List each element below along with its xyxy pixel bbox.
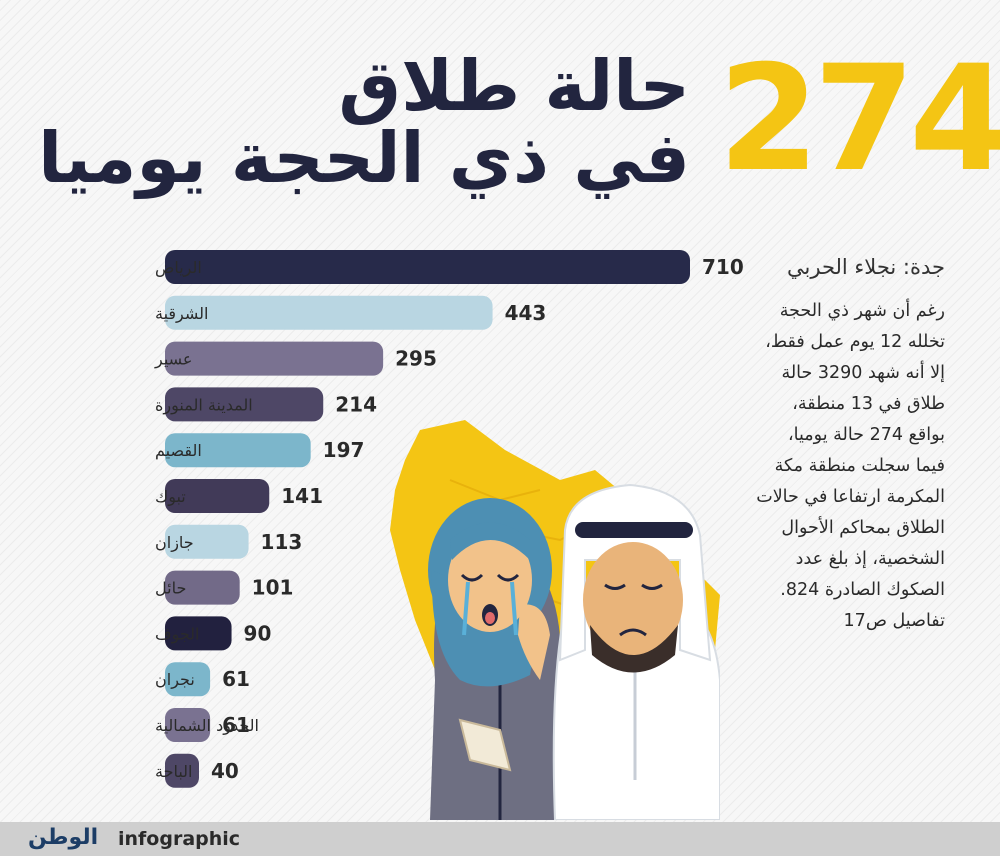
footer: الوطن infographic bbox=[0, 822, 1000, 856]
bar-11 bbox=[165, 708, 211, 742]
woman-figure-icon bbox=[428, 498, 565, 820]
bar-7 bbox=[165, 524, 249, 559]
bar-5 bbox=[165, 433, 311, 468]
category-label: القصيم bbox=[155, 441, 202, 460]
category-label: تبوك bbox=[155, 487, 186, 507]
category-label: جازان bbox=[155, 533, 194, 553]
footer-label: infographic bbox=[118, 828, 241, 850]
category-label: الحدود الشمالية bbox=[155, 716, 259, 736]
article-line: بواقع 274 حالة يوميا، bbox=[788, 425, 945, 445]
bar-6 bbox=[165, 479, 270, 513]
category-label: الشرقية bbox=[155, 304, 208, 324]
byline: جدة: نجلاء الحربي bbox=[787, 255, 945, 279]
article-line: طلاق في 13 منطقة، bbox=[792, 394, 945, 414]
article-line: المكرمة ارتفاعا في حالات bbox=[756, 487, 945, 507]
bar-10 bbox=[165, 662, 211, 697]
bar-12 bbox=[165, 753, 199, 788]
bar-4 bbox=[165, 387, 324, 422]
couple-illustration bbox=[390, 420, 720, 820]
article-line: فيما سجلت منطقة مكة bbox=[774, 456, 945, 476]
bar-chart: الرياض 710 الشرقية 443 عسير 295 المدينة المنور… bbox=[154, 250, 744, 788]
value-label: 443 bbox=[505, 301, 547, 325]
category-label: الرياض bbox=[155, 258, 202, 278]
category-label: عسير bbox=[154, 350, 192, 370]
headline-number: 274 bbox=[718, 34, 1000, 204]
article-line: الشخصية، إذ بلغ عدد bbox=[795, 549, 945, 569]
man-figure-icon bbox=[552, 483, 720, 820]
value-label: 61 bbox=[222, 667, 250, 691]
category-label: الجوف bbox=[155, 624, 200, 644]
article-line: تخلله 12 يوم عمل فقط، bbox=[765, 332, 945, 352]
value-label: 90 bbox=[244, 621, 272, 645]
category-label: حائل bbox=[155, 579, 186, 598]
article-body: رغم أن شهر ذي الحجة تخلله 12 يوم عمل فقط… bbox=[730, 296, 945, 637]
value-label: 214 bbox=[335, 392, 377, 416]
article-line: الطلاق بمحاكم الأحوال bbox=[781, 518, 945, 538]
article-line: رغم أن شهر ذي الحجة bbox=[779, 301, 945, 321]
value-label: 710 bbox=[702, 255, 744, 279]
value-label: 295 bbox=[395, 347, 437, 371]
category-label: نجران bbox=[155, 670, 195, 690]
value-label: 141 bbox=[281, 484, 323, 508]
bar-9 bbox=[165, 616, 232, 651]
bar-8 bbox=[165, 570, 240, 605]
value-label: 101 bbox=[252, 576, 294, 600]
brand-logo: الوطن bbox=[28, 825, 99, 850]
value-label: 197 bbox=[323, 438, 365, 462]
headline-line-1: حالة طلاق bbox=[338, 45, 690, 127]
bar-3 bbox=[165, 341, 384, 376]
article-line: تفاصيل ص17 bbox=[843, 611, 945, 631]
category-label: المدينة المنورة bbox=[155, 395, 253, 415]
bar-1 bbox=[165, 250, 690, 284]
bar-2 bbox=[165, 295, 493, 330]
category-label: الباحة bbox=[155, 762, 193, 781]
article-line: الصكوك الصادرة 824. bbox=[780, 580, 945, 600]
article-line: إلا أنه شهد 3290 حالة bbox=[781, 363, 945, 383]
value-label: 40 bbox=[211, 759, 239, 783]
headline-line-2: في ذي الحجة يوميا bbox=[38, 117, 690, 199]
value-label: 113 bbox=[261, 530, 303, 554]
value-label: 61 bbox=[222, 713, 250, 737]
